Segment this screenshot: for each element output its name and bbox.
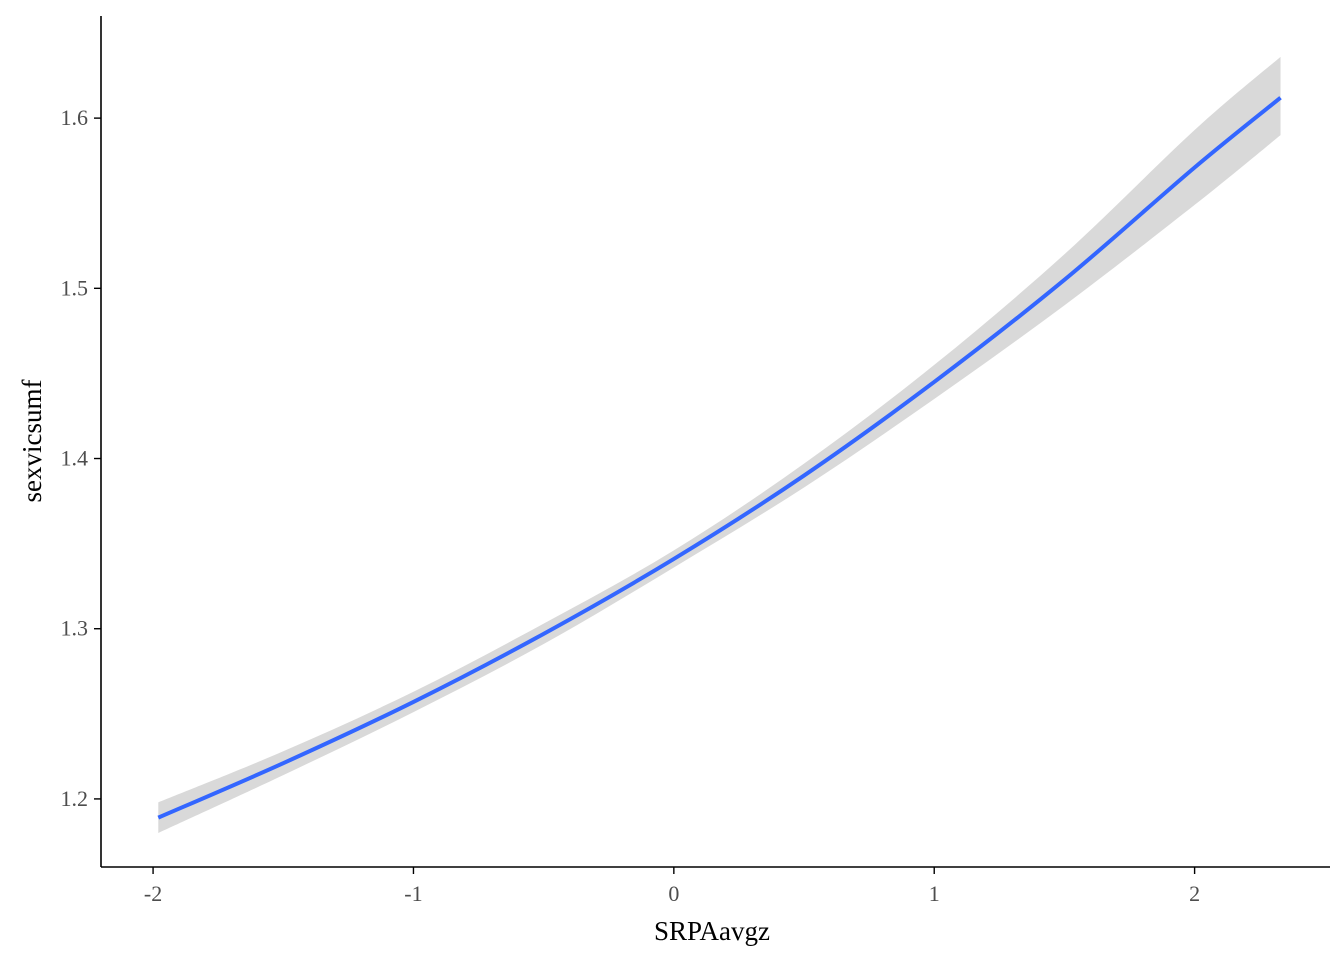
x-ticks: -2 -1 0 1 2 — [144, 867, 1200, 906]
y-ticks: 1.2 1.3 1.4 1.5 1.6 — [61, 105, 101, 811]
x-tick-label: 2 — [1189, 881, 1200, 906]
x-axis-title: SRPAavgz — [654, 916, 770, 946]
y-tick-label: 1.3 — [61, 616, 89, 641]
x-tick-label: 1 — [929, 881, 940, 906]
axes-layer — [100, 16, 1330, 868]
x-tick-label: -1 — [404, 881, 422, 906]
y-tick-label: 1.2 — [61, 786, 89, 811]
y-tick-label: 1.6 — [61, 105, 89, 130]
x-tick-label: 0 — [668, 881, 679, 906]
y-tick-label: 1.4 — [61, 446, 89, 471]
ribbon-layer — [158, 56, 1281, 833]
y-tick-label: 1.5 — [61, 275, 89, 300]
confidence-ribbon — [158, 56, 1281, 833]
fitted-line — [157, 96, 1282, 820]
y-axis-title: sexvicsumf — [17, 380, 47, 503]
x-tick-label: -2 — [144, 881, 162, 906]
line-layer — [157, 96, 1282, 820]
